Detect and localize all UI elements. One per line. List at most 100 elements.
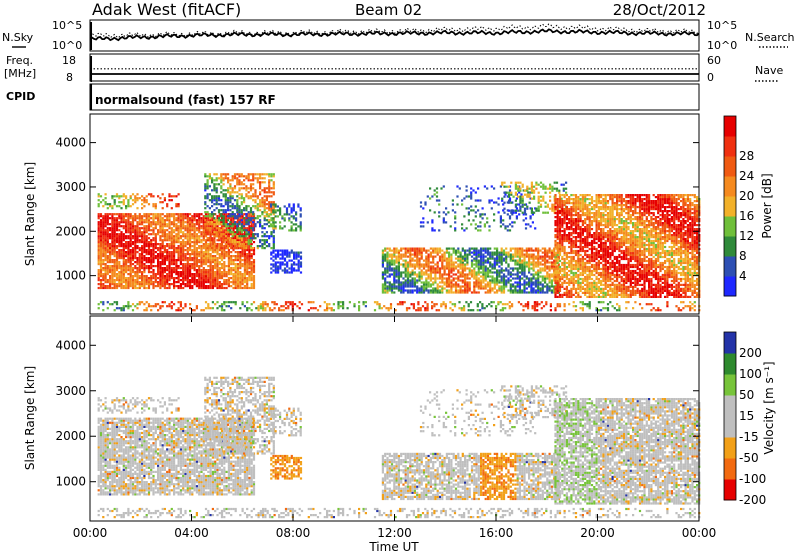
power-cell <box>134 261 136 263</box>
power-cell <box>171 255 173 257</box>
power-cell <box>500 221 502 223</box>
power-cell <box>173 231 175 233</box>
power-cell <box>102 253 104 255</box>
power-cell <box>168 227 170 229</box>
power-cell <box>111 265 113 267</box>
power-cell <box>139 249 141 251</box>
power-cell <box>164 285 166 287</box>
power-cell <box>198 237 200 239</box>
power-cell <box>554 220 556 222</box>
power-cell <box>203 279 205 281</box>
power-cell <box>109 267 111 269</box>
power-cell <box>207 245 209 247</box>
power-cell <box>494 287 496 289</box>
power-cell <box>485 265 487 267</box>
power-cell <box>132 217 134 219</box>
power-cell <box>544 265 546 267</box>
power-cell <box>539 250 541 252</box>
power-cell <box>482 279 484 281</box>
power-cell <box>150 279 152 281</box>
power-cell <box>464 269 466 271</box>
power-cell <box>234 177 236 179</box>
power-cell <box>168 221 170 223</box>
power-cell <box>257 181 259 183</box>
power-cell <box>105 263 107 265</box>
power-cell <box>234 245 236 247</box>
power-cell <box>478 252 480 254</box>
power-cell <box>175 205 177 207</box>
power-cell <box>416 285 418 287</box>
power-cell <box>118 245 120 247</box>
power-cell <box>178 225 180 227</box>
power-cell <box>241 225 243 227</box>
power-cell <box>125 221 127 223</box>
power-cell <box>245 219 247 221</box>
power-cell <box>533 289 535 291</box>
power-cell <box>529 202 531 204</box>
power-cell <box>496 261 498 263</box>
power-cell <box>500 217 502 219</box>
power-cell <box>111 249 113 251</box>
power-cell <box>251 275 253 277</box>
power-cell <box>430 271 432 273</box>
power-cell <box>118 201 120 203</box>
power-cell <box>498 285 500 287</box>
power-cell <box>234 247 236 249</box>
power-cell <box>134 279 136 281</box>
power-cell <box>469 254 471 256</box>
power-cell <box>152 215 154 217</box>
power-cell <box>218 203 220 205</box>
power-cell <box>116 273 118 275</box>
power-cell <box>171 239 173 241</box>
power-cell <box>162 201 164 203</box>
power-cell <box>132 281 134 283</box>
power-cell <box>150 245 152 247</box>
power-cell <box>198 261 200 263</box>
power-cell <box>515 186 517 188</box>
power-cell <box>173 215 175 217</box>
power-cell <box>143 199 145 201</box>
power-cell <box>544 260 546 262</box>
power-cell <box>400 273 402 275</box>
power-cell <box>398 281 400 283</box>
power-cell <box>291 221 293 223</box>
power-cell <box>514 287 516 289</box>
freq-unit-label: [MHz] <box>4 67 36 80</box>
power-cell <box>200 239 202 241</box>
power-cell <box>166 229 168 231</box>
power-cell <box>554 182 556 184</box>
power-cell <box>132 225 134 227</box>
power-cell <box>400 256 402 258</box>
power-cell <box>200 233 202 235</box>
power-cell <box>200 245 202 247</box>
power-cell <box>522 212 524 214</box>
power-cell <box>125 267 127 269</box>
power-cell <box>250 227 252 229</box>
power-cell <box>152 247 154 249</box>
power-cell <box>251 243 253 245</box>
power-cell <box>203 281 205 283</box>
power-cell <box>191 245 193 247</box>
power-cell <box>132 227 134 229</box>
power-cell <box>235 281 237 283</box>
power-cell <box>434 279 436 281</box>
power-cell <box>141 203 143 205</box>
power-cell <box>482 254 484 256</box>
power-cell <box>523 250 525 252</box>
power-cell <box>282 258 284 260</box>
power-cell <box>384 287 386 289</box>
power-cell <box>114 263 116 265</box>
power-cell <box>234 239 236 241</box>
power-cell <box>291 207 293 209</box>
power-cell <box>531 210 533 212</box>
power-cell <box>203 251 205 253</box>
power-cell <box>279 207 281 209</box>
power-cell <box>139 261 141 263</box>
power-cell <box>173 283 175 285</box>
power-cell <box>196 271 198 273</box>
power-cell <box>159 223 161 225</box>
power-cell <box>510 202 512 204</box>
power-cell <box>162 253 164 255</box>
power-cell <box>234 241 236 243</box>
power-cell <box>141 249 143 251</box>
